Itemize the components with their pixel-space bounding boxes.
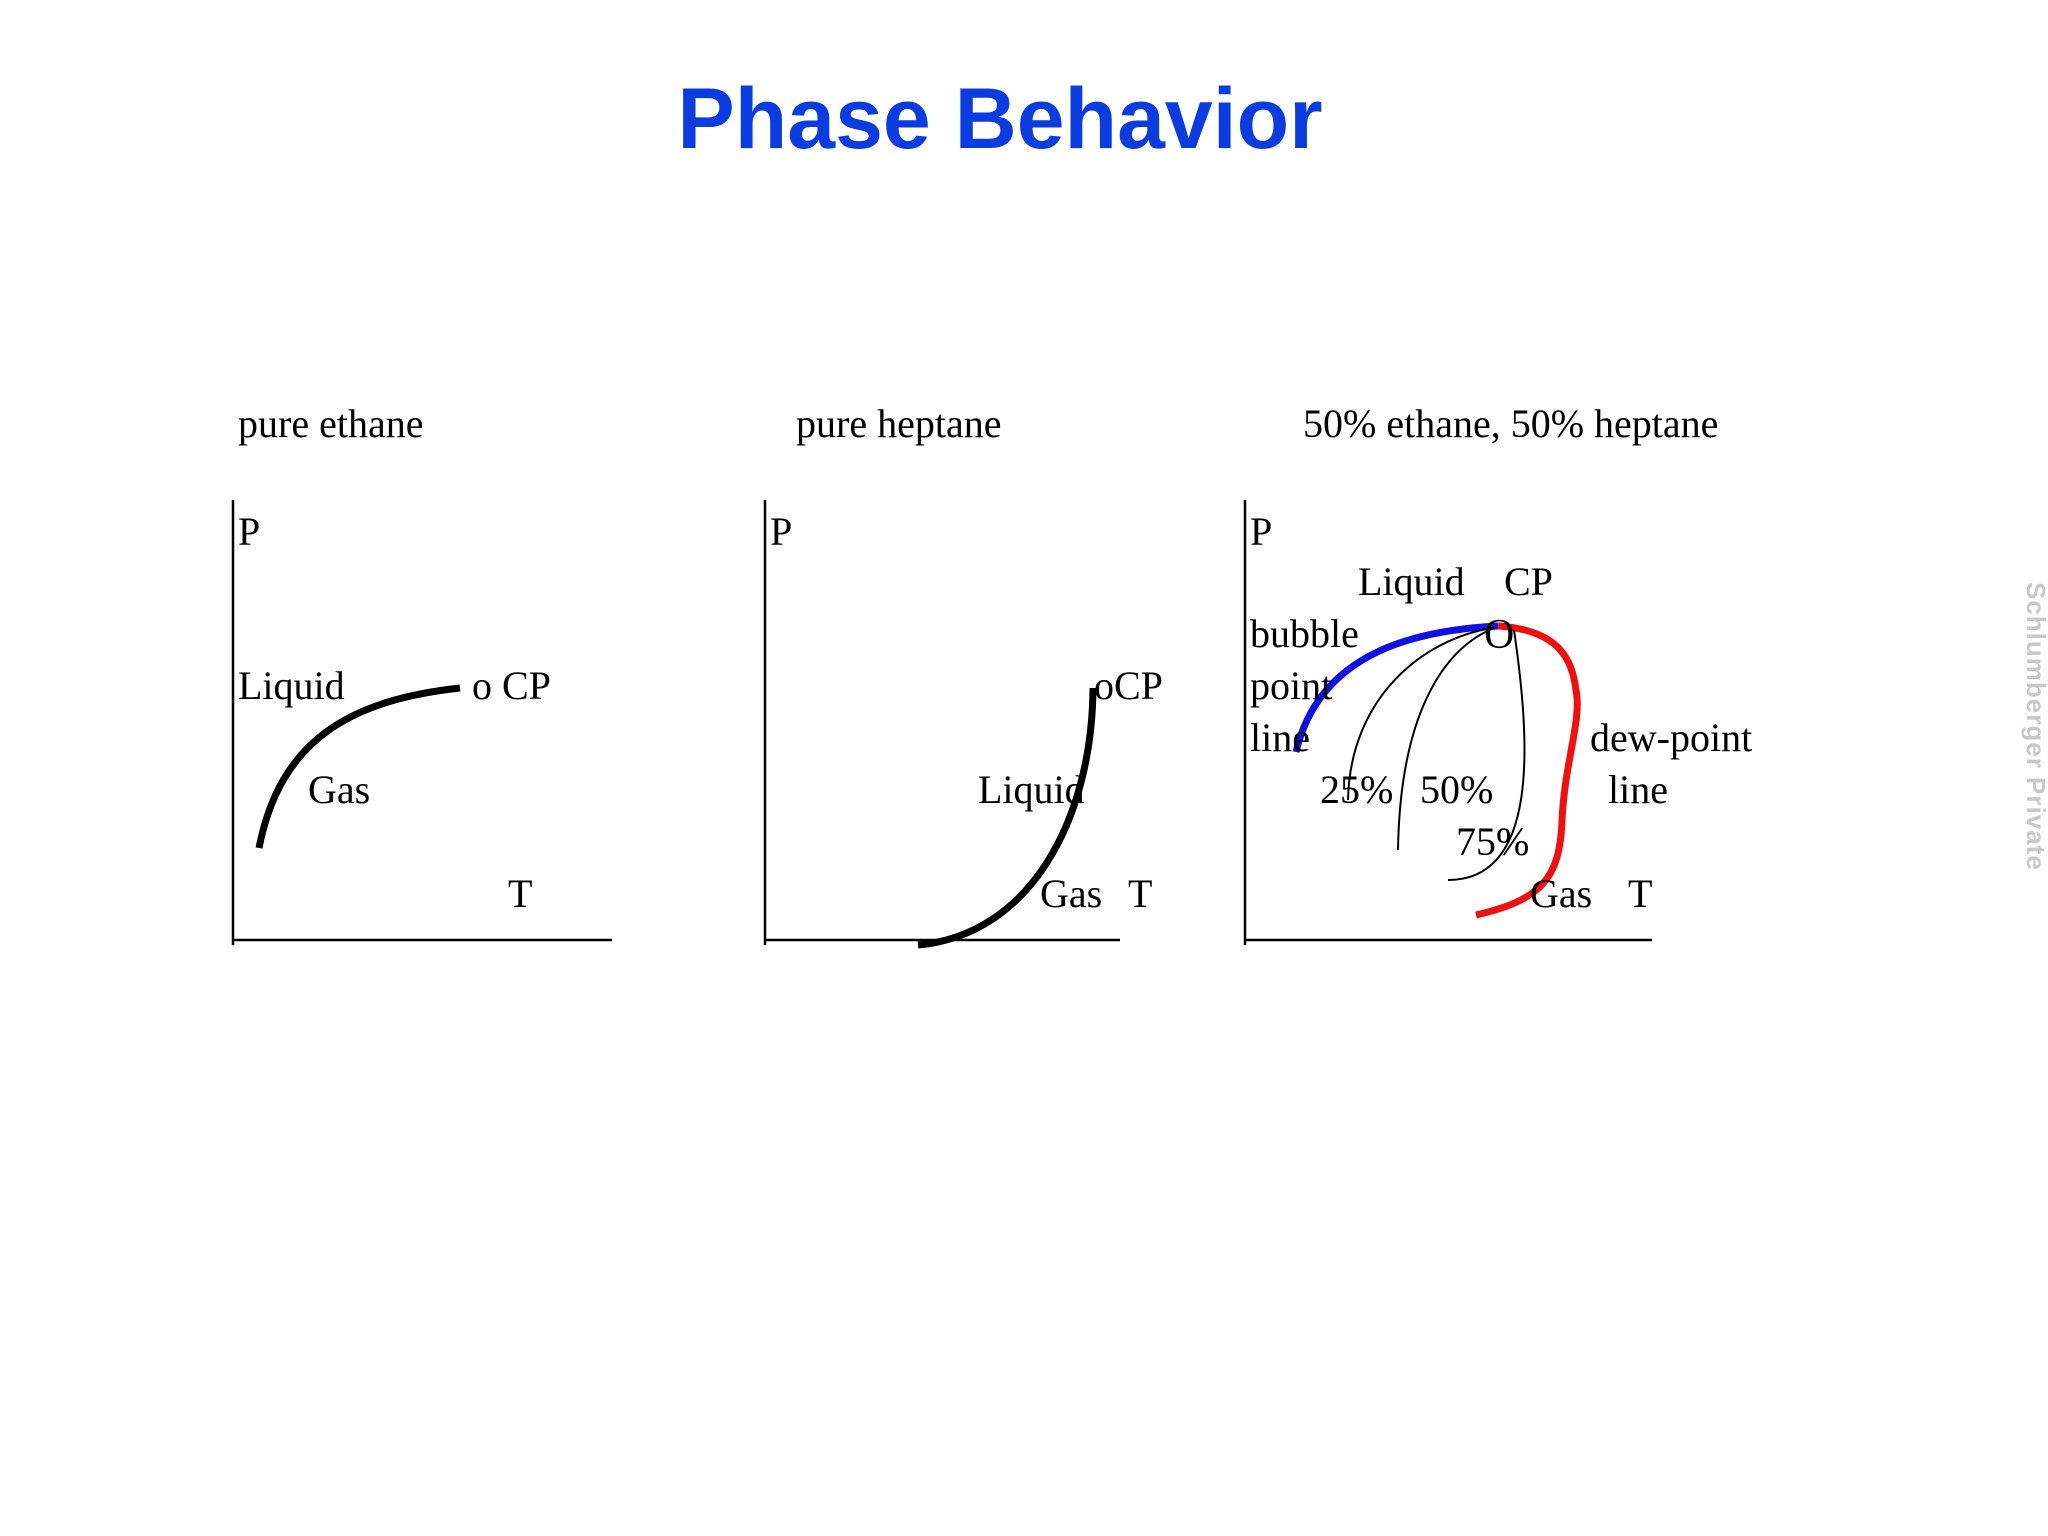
bubble-point-line [1292,622,1499,753]
ethane-vapor-pressure-curve [255,684,461,849]
critical-point-marker: O [1484,612,1515,658]
heptane-liquid-label: Liquid [978,767,1085,812]
ethane-p-label: P [238,509,261,554]
quality-25-label: 25% [1320,767,1394,812]
heptane-cp-label: oCP [1094,663,1163,708]
mixture-heading: 50% ethane, 50% heptane [1303,401,1719,446]
dew-point-line [1475,622,1581,919]
bubble-label-line2: point [1250,663,1333,708]
heptane-gas-label: Gas [1040,871,1103,916]
mixture-p-label: P [1250,509,1273,554]
quality-75-label: 75% [1456,819,1530,864]
ethane-gas-label: Gas [308,767,371,812]
quality-line-75 [1447,629,1526,881]
bubble-label-line1: bubble [1250,611,1359,656]
heptane-t-label: T [1128,871,1153,916]
slide-title: Phase Behavior [677,71,1323,167]
ethane-liquid-label: Liquid [238,663,345,708]
bubble-label-line3: line [1250,715,1310,760]
mixture-diagram [1243,500,1652,945]
heptane-diagram [763,500,1120,949]
mixture-gas-label: Gas [1530,871,1593,916]
mixture-cp-label: CP [1504,559,1553,604]
quality-line-50 [1397,627,1495,851]
dew-label-line2: line [1608,767,1668,812]
ethane-diagram [231,500,612,945]
heptane-vapor-pressure-curve [917,687,1097,949]
heptane-heading: pure heptane [796,401,1002,446]
watermark: Schlumberger Private [2021,582,2048,871]
heptane-p-label: P [770,509,793,554]
quality-line-25 [1347,627,1493,801]
dew-label-line1: dew-point [1590,715,1753,760]
quality-50-label: 50% [1420,767,1494,812]
ethane-cp-label: o CP [472,663,551,708]
ethane-heading: pure ethane [238,401,424,446]
mixture-liquid-label: Liquid [1358,559,1465,604]
mixture-t-label: T [1628,871,1653,916]
ethane-t-label: T [508,871,533,916]
